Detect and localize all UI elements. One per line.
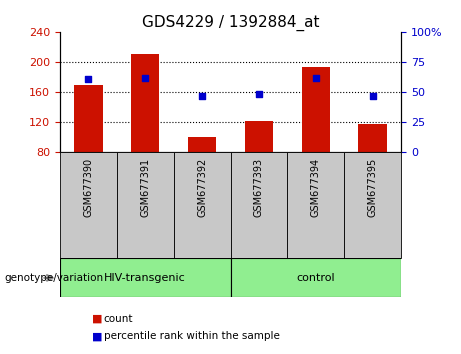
Text: ■: ■ — [92, 331, 103, 341]
Bar — [230, 258, 401, 297]
Text: GSM677394: GSM677394 — [311, 158, 321, 217]
Bar — [117, 152, 174, 258]
Point — [312, 75, 319, 80]
Bar — [174, 152, 230, 258]
Text: GSM677392: GSM677392 — [197, 158, 207, 217]
Point — [198, 93, 206, 98]
Point — [142, 75, 149, 80]
Bar — [60, 152, 117, 258]
Text: GSM677395: GSM677395 — [367, 158, 378, 217]
Text: GSM677393: GSM677393 — [254, 158, 264, 217]
Point — [85, 76, 92, 82]
Text: count: count — [104, 314, 133, 324]
Bar — [188, 137, 216, 152]
Bar — [60, 258, 230, 297]
Text: genotype/variation: genotype/variation — [5, 273, 104, 283]
Bar — [358, 124, 387, 152]
Text: GSM677390: GSM677390 — [83, 158, 94, 217]
Title: GDS4229 / 1392884_at: GDS4229 / 1392884_at — [142, 14, 319, 30]
Text: ■: ■ — [92, 314, 103, 324]
Bar — [230, 152, 287, 258]
Bar — [131, 55, 160, 152]
Bar — [245, 121, 273, 152]
Text: percentile rank within the sample: percentile rank within the sample — [104, 331, 280, 341]
Bar — [301, 67, 330, 152]
Text: GSM677391: GSM677391 — [140, 158, 150, 217]
Point — [255, 92, 263, 97]
Bar — [344, 152, 401, 258]
Text: HIV-transgenic: HIV-transgenic — [104, 273, 186, 283]
Bar — [287, 152, 344, 258]
Bar — [74, 85, 102, 152]
Text: control: control — [296, 273, 335, 283]
Point — [369, 93, 376, 98]
